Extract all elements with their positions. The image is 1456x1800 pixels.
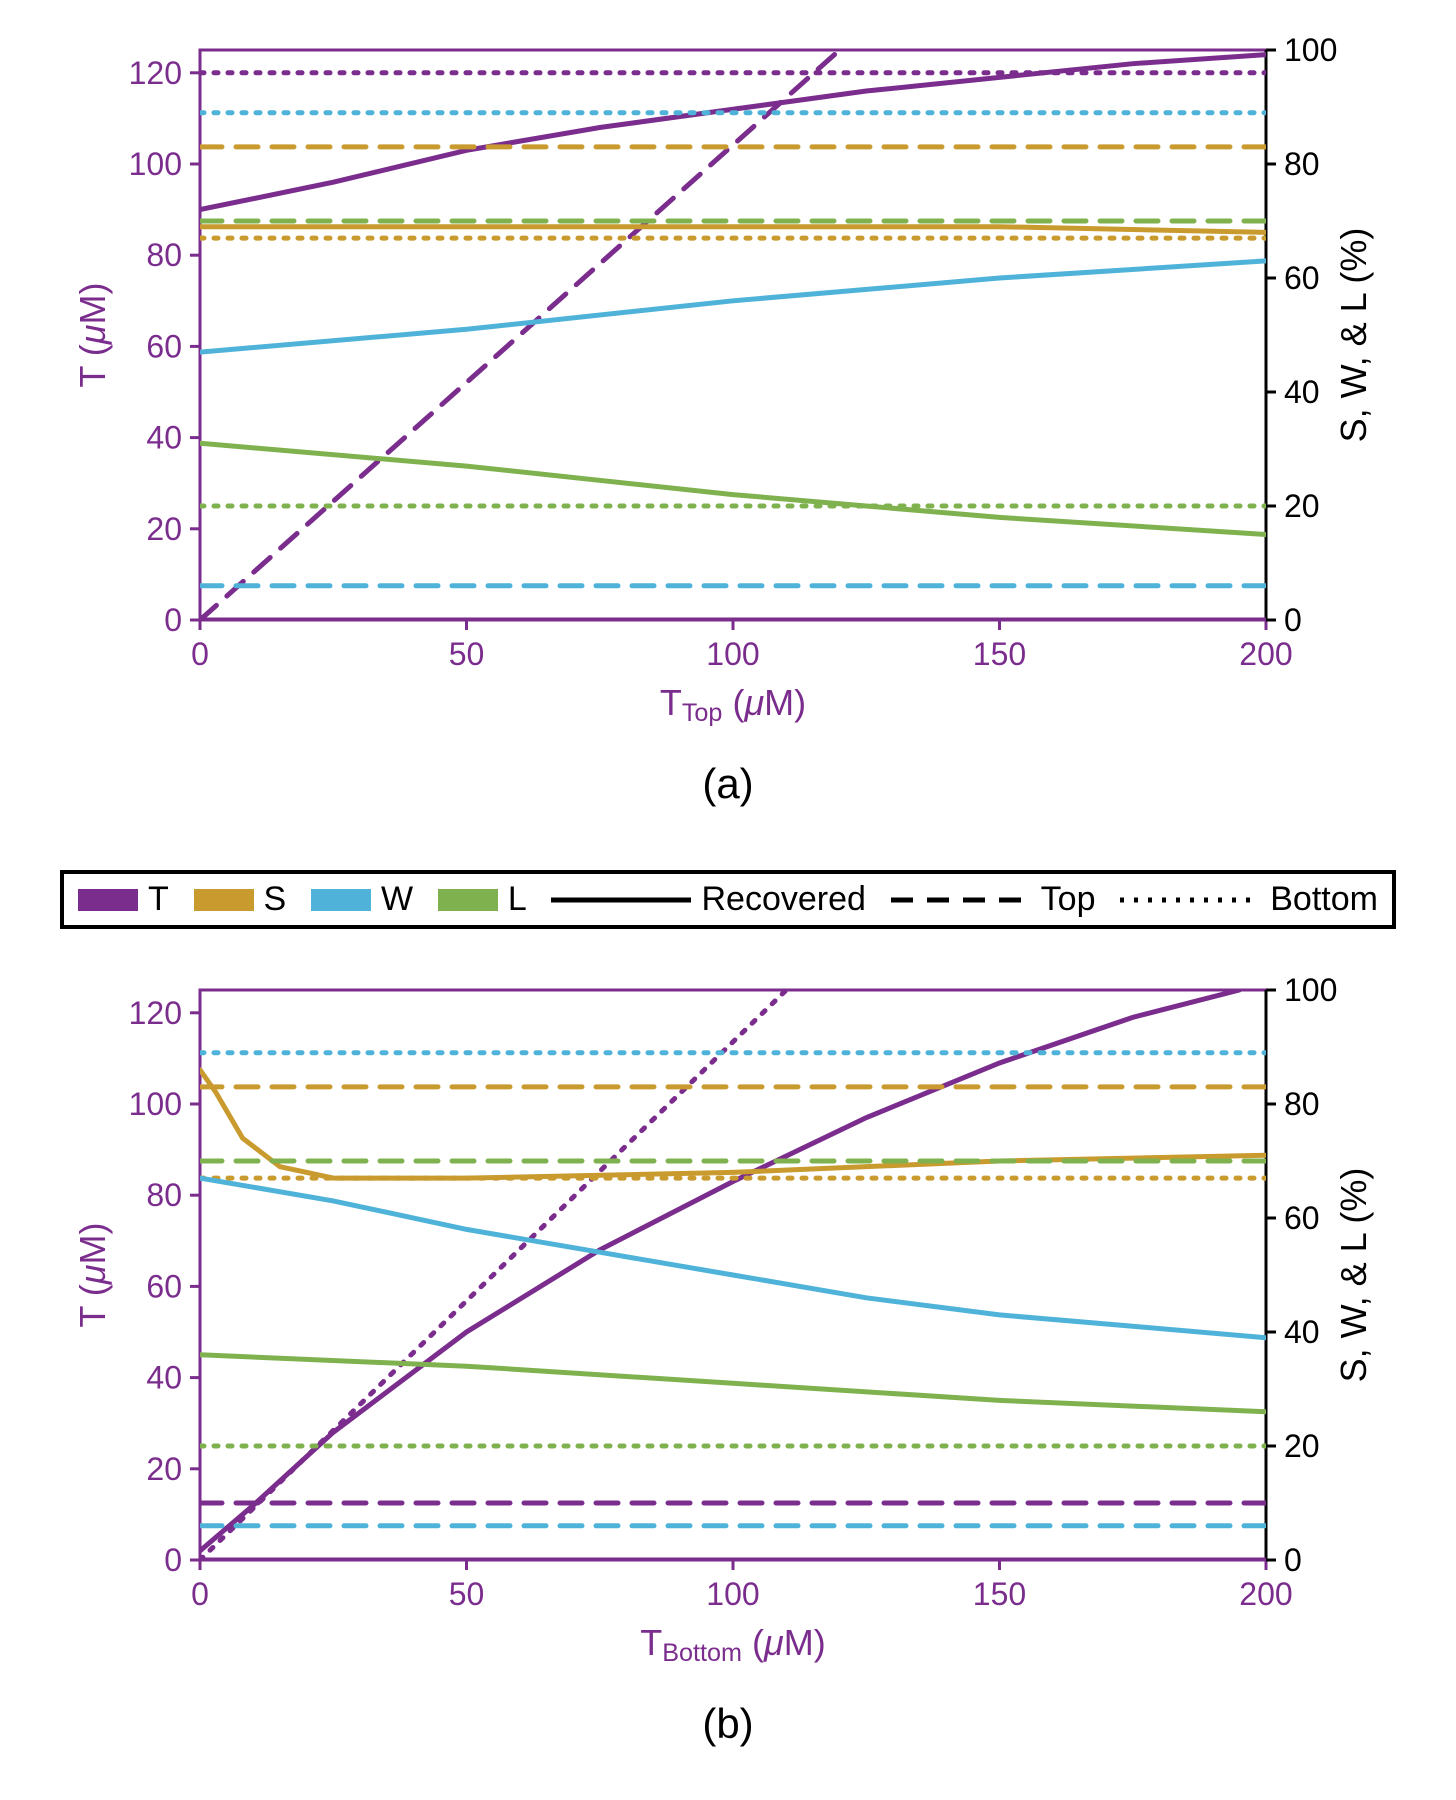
chart-a: 050100150200020406080100120020406080100T… <box>50 30 1406 750</box>
svg-text:100: 100 <box>1284 32 1337 68</box>
svg-text:0: 0 <box>164 602 182 638</box>
chart-b: 050100150200020406080100120020406080100T… <box>50 970 1406 1690</box>
svg-text:60: 60 <box>1284 260 1320 296</box>
svg-text:40: 40 <box>1284 1314 1320 1350</box>
svg-text:100: 100 <box>1284 972 1337 1008</box>
svg-text:50: 50 <box>449 636 485 672</box>
svg-text:0: 0 <box>164 1542 182 1578</box>
svg-text:80: 80 <box>1284 146 1320 182</box>
svg-text:40: 40 <box>146 420 182 456</box>
legend-color-L: L <box>438 880 527 919</box>
caption-b: (b) <box>0 1700 1456 1748</box>
panel-a: 050100150200020406080100120020406080100T… <box>50 30 1406 750</box>
svg-text:80: 80 <box>146 237 182 273</box>
svg-text:60: 60 <box>146 1268 182 1304</box>
svg-text:S, W, & L (%): S, W, & L (%) <box>1333 1168 1374 1383</box>
svg-text:S, W, & L (%): S, W, & L (%) <box>1333 228 1374 443</box>
panel-b: 050100150200020406080100120020406080100T… <box>50 970 1406 1690</box>
figure: { "canvas": {"w":1456,"h":1800,"bg":"#ff… <box>0 0 1456 1800</box>
svg-text:40: 40 <box>1284 374 1320 410</box>
svg-text:20: 20 <box>146 511 182 547</box>
svg-text:50: 50 <box>449 1576 485 1612</box>
legend-color-S: S <box>194 880 287 919</box>
svg-text:20: 20 <box>1284 488 1320 524</box>
svg-text:150: 150 <box>973 1576 1026 1612</box>
svg-text:60: 60 <box>146 328 182 364</box>
legend-style-Top: Top <box>891 880 1096 919</box>
svg-text:120: 120 <box>129 995 182 1031</box>
svg-text:0: 0 <box>191 1576 209 1612</box>
svg-text:0: 0 <box>191 636 209 672</box>
svg-text:200: 200 <box>1239 636 1292 672</box>
svg-text:TBottom (μM): TBottom (μM) <box>640 1622 826 1667</box>
svg-text:0: 0 <box>1284 1542 1302 1578</box>
svg-text:80: 80 <box>1284 1086 1320 1122</box>
svg-text:60: 60 <box>1284 1200 1320 1236</box>
svg-text:0: 0 <box>1284 602 1302 638</box>
svg-text:T (μM): T (μM) <box>72 282 113 387</box>
svg-text:100: 100 <box>706 1576 759 1612</box>
svg-text:100: 100 <box>129 146 182 182</box>
svg-text:20: 20 <box>146 1451 182 1487</box>
svg-text:TTop (μM): TTop (μM) <box>660 682 806 727</box>
svg-text:100: 100 <box>706 636 759 672</box>
caption-a: (a) <box>0 760 1456 808</box>
legend-style-Recovered: Recovered <box>551 880 865 919</box>
legend-color-W: W <box>311 880 413 919</box>
svg-text:T (μM): T (μM) <box>72 1222 113 1327</box>
legend-style-Bottom: Bottom <box>1120 880 1378 919</box>
svg-text:100: 100 <box>129 1086 182 1122</box>
svg-text:150: 150 <box>973 636 1026 672</box>
svg-text:40: 40 <box>146 1360 182 1396</box>
svg-text:20: 20 <box>1284 1428 1320 1464</box>
legend-color-T: T <box>78 880 169 919</box>
svg-text:80: 80 <box>146 1177 182 1213</box>
svg-text:200: 200 <box>1239 1576 1292 1612</box>
legend: TSWL Recovered Top Bottom <box>60 870 1396 929</box>
svg-text:120: 120 <box>129 55 182 91</box>
